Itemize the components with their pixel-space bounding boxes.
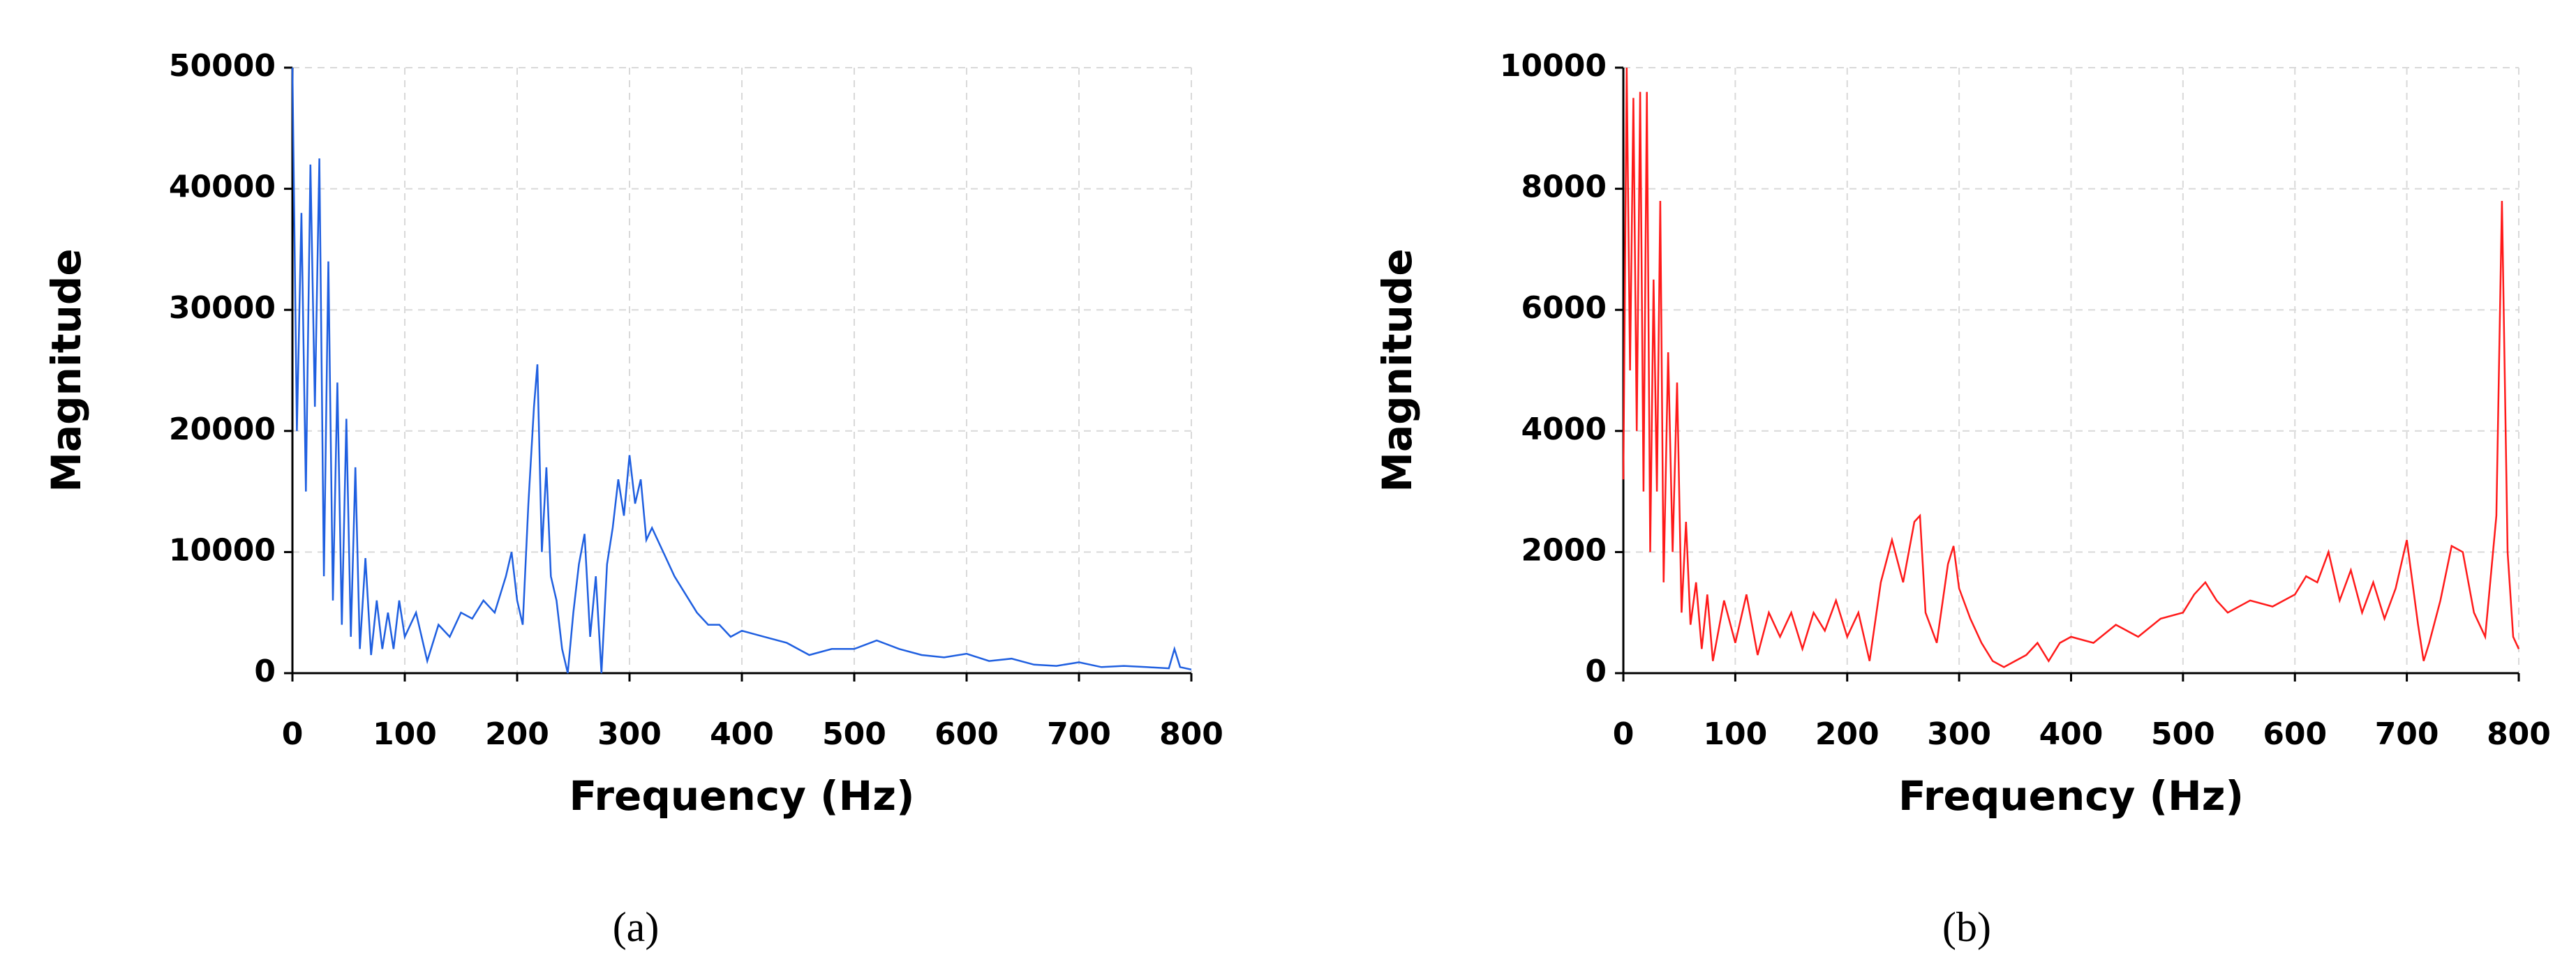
x-tick-label: 400 — [2039, 716, 2104, 752]
x-axis-title: Frequency (Hz) — [569, 772, 915, 820]
x-tick-label: 100 — [373, 716, 437, 752]
y-axis-title: Magnitude — [1373, 248, 1421, 492]
y-tick-label: 8000 — [1521, 170, 1607, 205]
x-tick-label: 0 — [282, 716, 304, 752]
x-tick-label: 200 — [485, 716, 549, 752]
y-tick-label: 10000 — [1500, 48, 1607, 84]
x-tick-label: 800 — [2487, 716, 2551, 752]
line-series — [1622, 67, 2520, 668]
caption: (b) — [1942, 904, 1991, 950]
y-tick-label: 2000 — [1521, 532, 1607, 568]
x-tick-label: 300 — [1927, 716, 1991, 752]
y-tick-label: 50000 — [169, 48, 276, 84]
x-tick-label: 700 — [2375, 716, 2439, 752]
y-tick-label: 4000 — [1521, 412, 1607, 447]
x-tick-label: 600 — [2263, 716, 2327, 752]
y-tick-label: 10000 — [169, 532, 276, 568]
x-tick-label: 300 — [597, 716, 662, 752]
y-tick-label: 30000 — [169, 290, 276, 326]
x-tick-label: 500 — [822, 716, 886, 752]
x-tick-label: 700 — [1047, 716, 1111, 752]
caption: (a) — [613, 904, 660, 950]
y-tick-label: 40000 — [169, 170, 276, 205]
y-tick-label: 20000 — [169, 412, 276, 447]
x-tick-label: 800 — [1159, 716, 1223, 752]
x-tick-label: 0 — [1613, 716, 1635, 752]
x-tick-label: 400 — [710, 716, 774, 752]
x-tick-label: 200 — [1815, 716, 1879, 752]
y-axis-title: Magnitude — [43, 248, 90, 492]
x-tick-label: 100 — [1703, 716, 1767, 752]
y-tick-label: 0 — [1585, 654, 1607, 689]
x-tick-label: 600 — [935, 716, 999, 752]
line-series — [291, 67, 1192, 674]
y-tick-label: 6000 — [1521, 290, 1607, 326]
y-tick-label: 0 — [254, 654, 276, 689]
x-tick-label: 500 — [2151, 716, 2215, 752]
x-axis-title: Frequency (Hz) — [1898, 772, 2244, 820]
